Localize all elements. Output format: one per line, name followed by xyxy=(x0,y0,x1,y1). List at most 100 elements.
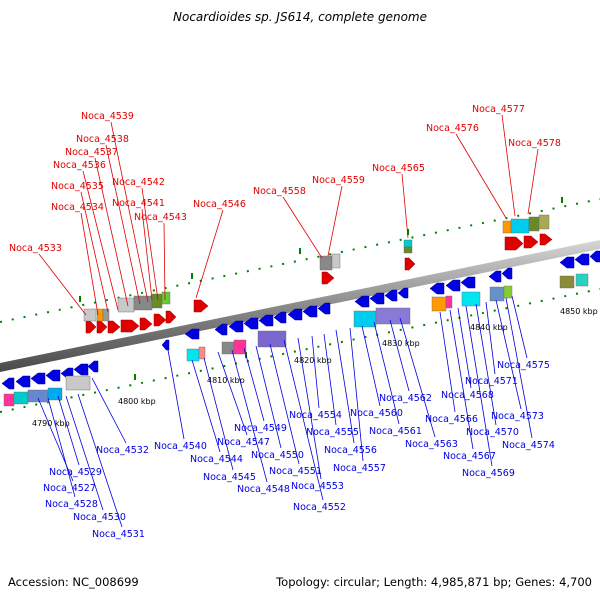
gene-label: Noca_4571 xyxy=(465,376,518,387)
gene-label: Noca_4529 xyxy=(49,467,102,478)
gene-label: Noca_4573 xyxy=(491,411,544,422)
gene-label-leader xyxy=(141,208,153,301)
gene-label-leader xyxy=(94,157,129,307)
gene-label: Noca_4576 xyxy=(426,123,479,134)
gene-label: Noca_4552 xyxy=(293,502,346,513)
gene-label: Noca_4567 xyxy=(443,451,496,462)
gene-label-leader xyxy=(203,357,234,471)
gene-label-leader xyxy=(349,327,364,462)
reverse-gene-arrow xyxy=(15,375,31,388)
gene-label: Noca_4555 xyxy=(306,427,359,438)
gene-label: Noca_4537 xyxy=(65,147,118,158)
domain-box xyxy=(445,295,453,309)
gene-label: Noca_4548 xyxy=(237,484,290,495)
gene-label: Noca_4570 xyxy=(466,427,519,438)
gene-label: Noca_4538 xyxy=(76,134,129,145)
reverse-gene-arrow xyxy=(1,377,15,390)
gene-label: Noca_4539 xyxy=(81,111,134,122)
gene-label-leader xyxy=(195,209,224,299)
domain-box xyxy=(502,220,512,234)
gene-label: Noca_4578 xyxy=(508,138,561,149)
gene-label: Noca_4532 xyxy=(96,445,149,456)
gene-label-leader xyxy=(527,148,539,215)
gene-label-leader xyxy=(269,343,300,465)
kbp-label: 4810 kbp xyxy=(207,376,245,385)
gene-label: Noca_4563 xyxy=(405,439,458,450)
domain-box xyxy=(489,286,505,302)
forward-gene-arrow xyxy=(504,236,524,251)
domain-box xyxy=(27,389,49,403)
major-ticks xyxy=(79,197,563,380)
gene-label: Noca_4536 xyxy=(53,160,106,171)
reverse-gene-arrow xyxy=(445,279,461,292)
domain-box xyxy=(538,214,550,230)
gene-label-leader xyxy=(243,347,265,422)
gene-label-leader xyxy=(297,337,322,480)
reverse-gene-arrow xyxy=(87,360,99,373)
gene-label-leader xyxy=(38,253,87,316)
gene-label-leader xyxy=(163,222,166,301)
gene-label-leader xyxy=(455,133,507,219)
gene-label: Noca_4546 xyxy=(193,199,246,210)
reverse-gene-arrow xyxy=(559,256,575,269)
domain-box xyxy=(331,253,341,269)
gene-label-leader xyxy=(47,397,76,498)
gene-label-leader xyxy=(283,339,324,501)
domain-box xyxy=(186,348,200,362)
gene-label-leader xyxy=(217,351,248,436)
gene-label: Noca_4527 xyxy=(43,483,96,494)
gene-label: Noca_4551 xyxy=(269,466,322,477)
reverse-gene-arrow xyxy=(501,267,513,280)
reverse-gene-arrow xyxy=(258,314,274,327)
domain-box xyxy=(47,387,63,401)
domain-box xyxy=(375,307,411,325)
reverse-gene-arrow xyxy=(384,289,398,302)
genome-backbone xyxy=(0,240,600,372)
gene-label: Noca_4549 xyxy=(234,423,287,434)
gene-label: Noca_4545 xyxy=(203,472,256,483)
domain-box xyxy=(3,393,15,407)
kbp-label: 4830 kbp xyxy=(382,339,420,348)
gene-label-leader xyxy=(327,185,343,257)
gene-label-leader xyxy=(91,377,127,444)
reverse-gene-arrow xyxy=(214,323,228,336)
gene-label: Noca_4558 xyxy=(253,186,306,197)
kbp-label: 4790 kbp xyxy=(32,419,70,428)
gene-label-leader xyxy=(401,173,409,239)
gene-label: Noca_4577 xyxy=(472,104,525,115)
gene-label-leader xyxy=(231,349,268,483)
reverse-gene-arrow xyxy=(184,328,200,340)
gene-label: Noca_4542 xyxy=(112,177,165,188)
gene-label: Noca_4575 xyxy=(497,360,550,371)
gene-label: Noca_4565 xyxy=(372,163,425,174)
gene-label: Noca_4561 xyxy=(369,426,422,437)
gene-label-leader xyxy=(501,114,516,217)
domain-box xyxy=(102,308,110,322)
domain-box xyxy=(510,218,530,234)
domain-box xyxy=(461,291,481,307)
gene-label-leader xyxy=(475,303,497,426)
gene-label-leader xyxy=(255,345,282,449)
gene-label: Noca_4534 xyxy=(51,202,104,213)
accession-text: Accession: NC_008699 xyxy=(8,575,139,589)
gene-label: Noca_4559 xyxy=(312,175,365,186)
genome-title: Nocardioides sp. JS614, complete genome xyxy=(173,10,427,24)
reverse-gene-arrow xyxy=(488,270,502,283)
gene-label-leader xyxy=(141,187,159,301)
gene-label-leader xyxy=(80,191,109,313)
reverse-gene-features xyxy=(1,250,600,407)
forward-gene-arrow xyxy=(165,310,177,324)
reverse-gene-arrow xyxy=(429,282,445,295)
gene-label: Noca_4550 xyxy=(251,450,304,461)
gene-label: Noca_4544 xyxy=(190,454,243,465)
domain-box xyxy=(83,308,97,322)
reverse-gene-arrow xyxy=(369,292,385,305)
gene-label-leader xyxy=(77,393,123,528)
domain-box xyxy=(559,275,575,289)
domain-box xyxy=(403,246,413,254)
kbp-label: 4850 kbp xyxy=(560,307,598,316)
gene-label: Noca_4530 xyxy=(73,512,126,523)
forward-gene-arrow xyxy=(539,233,553,246)
gene-label: Noca_4569 xyxy=(462,468,515,479)
